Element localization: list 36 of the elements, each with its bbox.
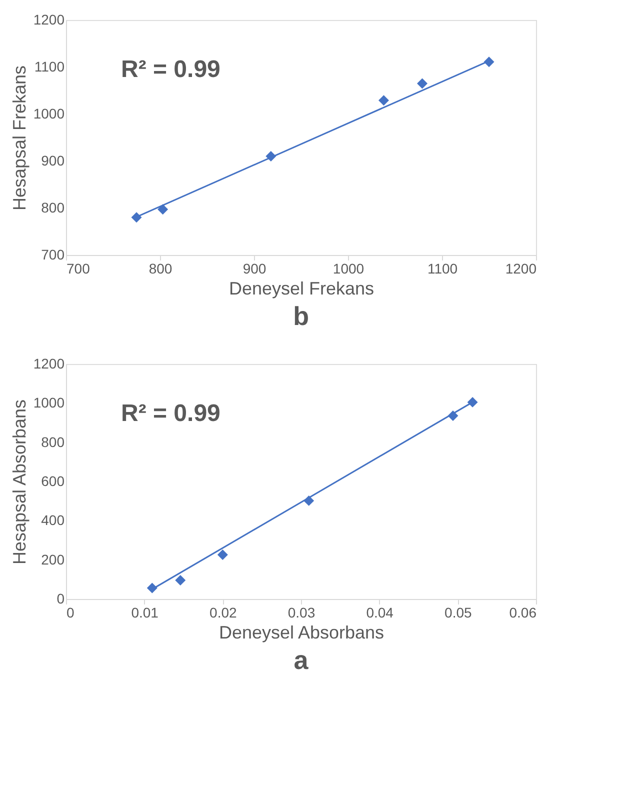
x-tick-label: 0.04 [366, 604, 394, 620]
y-tick-label: 900 [41, 152, 65, 168]
point [467, 396, 478, 408]
text: a [294, 645, 309, 675]
x-tick-label: 0.02 [210, 604, 238, 620]
y-tick-label: 1000 [33, 106, 65, 122]
x-axis-title: Deneysel Absorbans [218, 622, 384, 642]
y-tick-label: 1000 [33, 394, 65, 411]
y-tick-label: 800 [41, 434, 65, 450]
y-tick-label: 1200 [33, 12, 65, 28]
x-tick-label: 1200 [505, 260, 537, 276]
annotation: R² = 0.99 [121, 400, 220, 427]
x-tick-label: 0.05 [444, 604, 472, 620]
text: b [293, 301, 309, 331]
point [175, 574, 186, 586]
y-tick-label: 700 [41, 246, 65, 262]
y-tick-label: 600 [41, 473, 65, 489]
y-tick-label: 0 [56, 590, 65, 606]
x-tick-label: 0.01 [131, 604, 159, 620]
y-tick-label: 1200 [33, 356, 65, 372]
x-tick-label: 1000 [332, 260, 364, 276]
x-tick-label: 800 [148, 260, 172, 276]
y-tick-label: 1100 [34, 58, 65, 74]
x-tick-label: 700 [66, 260, 90, 276]
y-axis-title: Hesapsal Absorbans [9, 399, 30, 565]
point [217, 550, 228, 560]
x-tick-label: 900 [242, 260, 266, 276]
y-tick-label: 400 [41, 512, 65, 528]
x-tick-label: 0.03 [288, 604, 316, 620]
y-axis-title: Hesapsal Frekans [9, 65, 30, 211]
y-tick-label: 200 [41, 551, 65, 568]
x-tick-label: 0.06 [509, 604, 537, 620]
x-tick-label: 1100 [427, 260, 458, 276]
y-tick-label: 800 [41, 200, 65, 216]
x-axis-title: Deneysel Frekans [228, 278, 374, 298]
annotation: R² = 0.99 [121, 56, 220, 83]
